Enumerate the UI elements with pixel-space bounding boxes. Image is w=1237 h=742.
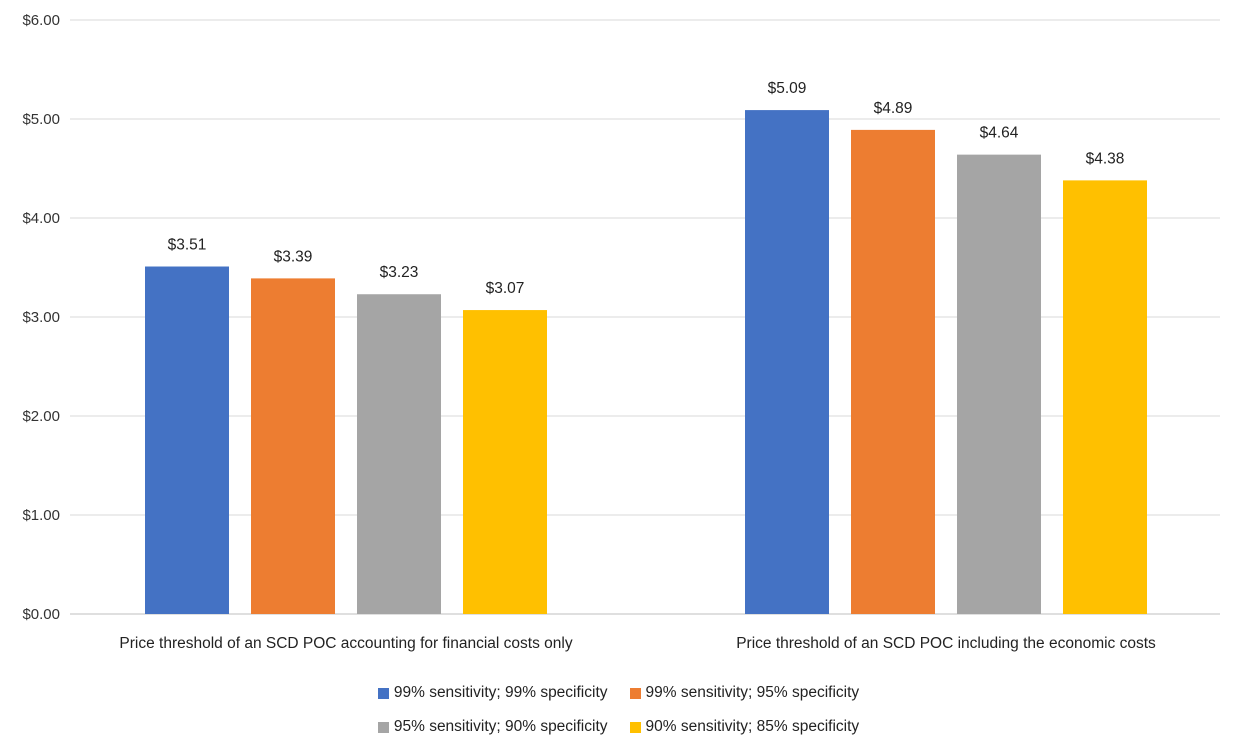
legend-row-2: 95% sensitivity; 90% specificity 90% sen… [377, 718, 860, 736]
legend-item-series-3: 95% sensitivity; 90% specificity [377, 718, 608, 736]
legend-row-1: 99% sensitivity; 99% specificity 99% sen… [377, 684, 860, 702]
bar [145, 266, 229, 614]
bar [851, 129, 935, 614]
legend-item-series-4: 90% sensitivity; 85% specificity [629, 718, 860, 736]
y-tick-label: $4.00 [22, 210, 60, 227]
legend-swatch-series-1 [377, 687, 389, 699]
x-axis: Price threshold of an SCD POC accounting… [119, 635, 1156, 652]
data-label: $3.39 [274, 248, 313, 265]
bar [1063, 180, 1147, 614]
bar [357, 294, 441, 614]
legend-swatch-series-3 [377, 721, 389, 733]
legend-swatch-series-2 [629, 687, 641, 699]
bars [145, 110, 1147, 614]
legend-item-series-1: 99% sensitivity; 99% specificity [377, 684, 608, 702]
y-tick-label: $2.00 [22, 408, 60, 425]
x-category-label: Price threshold of an SCD POC accounting… [119, 635, 572, 652]
bar [957, 154, 1041, 614]
data-label: $3.23 [380, 264, 419, 281]
y-axis: $0.00 $1.00 $2.00 $3.00 $4.00 $5.00 $6.00 [22, 12, 60, 623]
legend-swatch-series-4 [629, 721, 641, 733]
legend-label-series-2: 99% sensitivity; 95% specificity [645, 684, 860, 701]
x-category-label: Price threshold of an SCD POC including … [736, 635, 1156, 652]
y-tick-label: $0.00 [22, 606, 60, 623]
data-label: $5.09 [768, 80, 807, 97]
y-tick-label: $5.00 [22, 111, 60, 128]
bar [251, 278, 335, 614]
data-label: $4.89 [874, 100, 913, 117]
legend-label-series-1: 99% sensitivity; 99% specificity [393, 684, 608, 701]
y-tick-label: $1.00 [22, 507, 60, 524]
legend-item-series-2: 99% sensitivity; 95% specificity [629, 684, 860, 702]
legend-label-series-3: 95% sensitivity; 90% specificity [393, 718, 608, 735]
data-label: $4.64 [980, 125, 1019, 142]
data-label: $4.38 [1086, 150, 1125, 167]
legend-label-series-4: 90% sensitivity; 85% specificity [645, 718, 860, 735]
data-label: $3.07 [486, 280, 525, 297]
y-tick-label: $6.00 [22, 12, 60, 29]
legend: 99% sensitivity; 99% specificity 99% sen… [0, 684, 1237, 736]
gridlines [70, 19, 1220, 615]
bar [745, 110, 829, 614]
data-label: $3.51 [168, 237, 207, 254]
data-labels: $3.51 $3.39 $3.23 $3.07 $5.09 $4.89 $4.64 $4.38 [168, 80, 1125, 297]
y-tick-label: $3.00 [22, 309, 60, 326]
bar [463, 310, 547, 614]
